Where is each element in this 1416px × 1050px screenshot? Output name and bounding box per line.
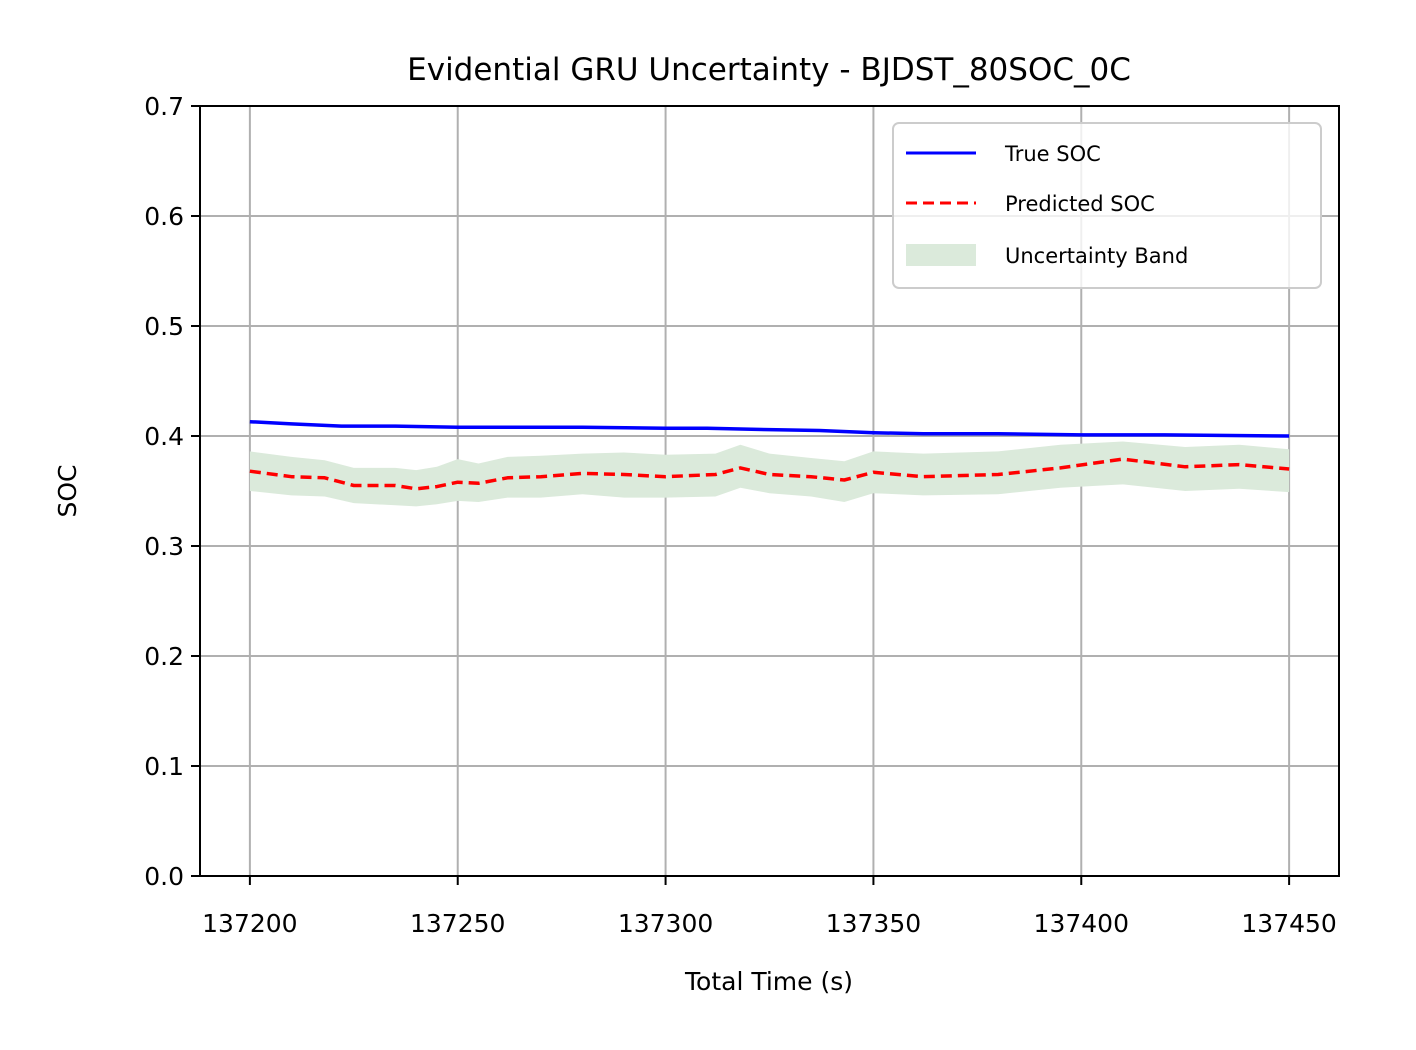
x-tick-label: 137450 — [1241, 909, 1336, 938]
y-tick-label: 0.5 — [144, 312, 184, 341]
y-tick-label: 0.1 — [144, 752, 184, 781]
legend-box — [892, 122, 1322, 289]
predicted-soc-line — [249, 457, 1290, 491]
x-axis-label: Total Time (s) — [684, 967, 853, 996]
chart-title: Evidential GRU Uncertainty - BJDST_80SOC… — [407, 52, 1131, 88]
legend-swatch-uncertainty-band — [906, 244, 976, 266]
legend-label-uncertainty-band: Uncertainty Band — [1005, 244, 1188, 268]
y-tick-label: 0.7 — [144, 92, 184, 121]
line-layer — [249, 419, 1290, 491]
y-axis-label: SOC — [53, 464, 82, 517]
uncertainty-band-area — [249, 441, 1290, 507]
band-layer — [249, 441, 1290, 507]
x-tick-label: 137250 — [410, 909, 505, 938]
tick-layer: 137200 137250 137300 137350 137400 137450 0.0 0… — [144, 92, 1337, 938]
x-tick-label: 137400 — [1034, 909, 1129, 938]
x-tick-label: 137350 — [826, 909, 921, 938]
x-tick-label: 137300 — [618, 909, 713, 938]
plot-frame — [199, 105, 1340, 877]
y-tick-label: 0.4 — [144, 422, 184, 451]
x-tick-label: 137200 — [202, 909, 297, 938]
y-tick-label: 0.3 — [144, 532, 184, 561]
y-tick-label: 0.6 — [144, 202, 184, 231]
legend-label-predicted-soc: Predicted SOC — [1005, 192, 1155, 216]
legend-label-true-soc: True SOC — [1004, 142, 1101, 166]
y-tick-label: 0.0 — [144, 862, 184, 891]
y-tick-label: 0.2 — [144, 642, 184, 671]
true-soc-line — [249, 419, 1290, 438]
legend: True SOC Predicted SOC Uncertainty Band — [892, 122, 1322, 289]
